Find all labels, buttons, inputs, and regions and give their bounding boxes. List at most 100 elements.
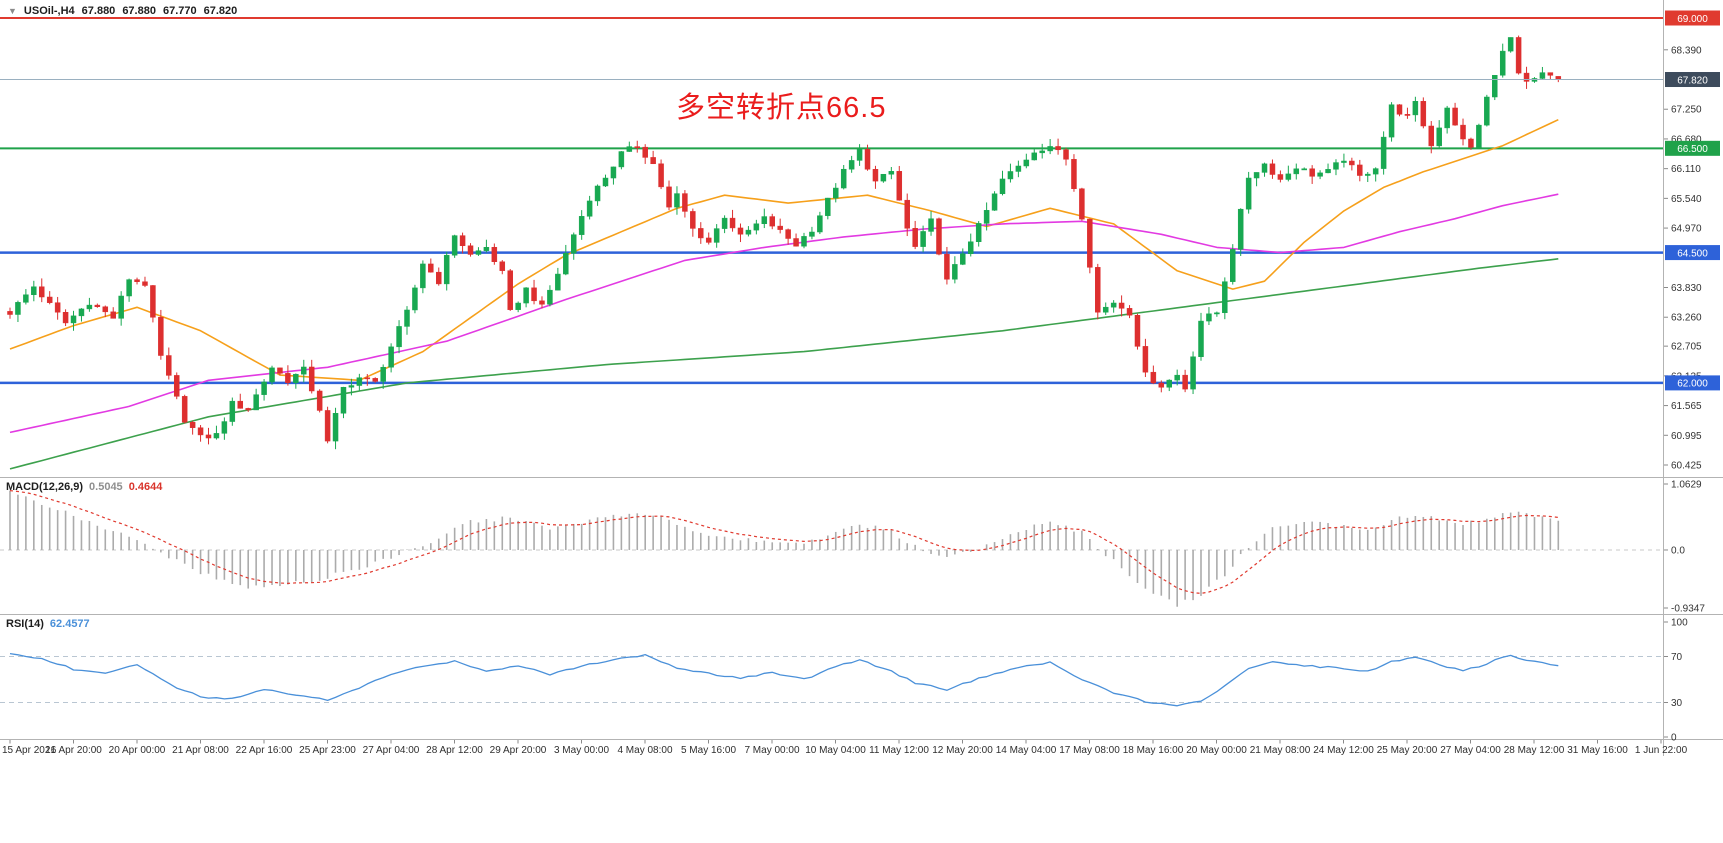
candle-body — [1079, 188, 1085, 220]
time-axis-label: 28 May 12:00 — [1504, 745, 1565, 756]
candle-body — [825, 197, 831, 216]
candle-body — [253, 394, 259, 411]
candle-body — [721, 217, 728, 229]
candle-body — [404, 309, 410, 327]
candle-body — [134, 279, 140, 282]
candle-body — [523, 287, 529, 304]
time-axis-label: 24 May 12:00 — [1313, 745, 1374, 756]
symbol-name: USOil-,H4 — [23, 5, 75, 17]
candle-body — [1420, 101, 1427, 127]
candle-body — [578, 216, 585, 235]
candle-body — [594, 185, 601, 202]
candle-body — [205, 434, 212, 439]
price-badge-bg — [1665, 10, 1720, 26]
candle-body — [769, 216, 775, 227]
candle-body — [1015, 165, 1022, 172]
candle-body — [1134, 314, 1141, 347]
candle-body — [674, 193, 680, 208]
candle-body — [396, 326, 402, 348]
candle-body — [801, 236, 807, 247]
rsi-line — [9, 652, 1559, 707]
rsi-name: RSI(14) — [6, 618, 44, 630]
time-axis-label: 12 May 20:00 — [932, 745, 993, 756]
candle-body — [1031, 152, 1038, 161]
candle-body — [1237, 208, 1244, 250]
candle-body — [499, 261, 506, 271]
candle-body — [1484, 96, 1490, 126]
candle-body — [515, 302, 521, 310]
time-axis-label: 27 May 04:00 — [1440, 745, 1501, 756]
price-axis-label: 1.0629 — [1671, 480, 1702, 491]
candle-body — [1460, 124, 1466, 140]
ohlc-close: 67.820 — [203, 5, 238, 17]
candle-body — [1404, 114, 1411, 116]
time-axis-label: 21 Apr 08:00 — [172, 745, 229, 756]
candle-body — [745, 229, 752, 235]
candle-body — [864, 149, 871, 170]
candle-body — [817, 215, 823, 233]
candle-body — [39, 286, 45, 298]
chart-header: ▼ USOil-,H4 67.880 67.880 67.770 67.820 — [8, 5, 237, 17]
candle-body — [459, 235, 466, 247]
candle-body — [1428, 125, 1435, 147]
candle-body — [729, 217, 736, 229]
price-axis-label: 0 — [1671, 733, 1677, 744]
candle-body — [1380, 136, 1387, 169]
candle-body — [1190, 356, 1196, 390]
candle-body — [1372, 168, 1379, 175]
candle-body — [15, 302, 21, 315]
time-axis-label: 18 May 16:00 — [1123, 745, 1184, 756]
candle-body — [436, 271, 442, 285]
candle-body — [1007, 171, 1014, 180]
candle-body — [189, 421, 196, 428]
candle-body — [181, 396, 188, 423]
symbol-dropdown-icon[interactable]: ▼ — [8, 6, 17, 16]
candle-body — [475, 250, 482, 255]
candle-body — [94, 304, 101, 307]
candle-body — [86, 304, 93, 310]
candle-body — [983, 210, 990, 224]
candle-body — [809, 231, 815, 237]
candle-body — [777, 225, 783, 230]
candle-body — [547, 289, 553, 305]
time-axis-label: 28 Apr 12:00 — [426, 745, 483, 756]
candle-body — [888, 171, 895, 175]
candle-body — [1523, 72, 1530, 82]
candle-body — [372, 378, 378, 382]
candle-body — [1492, 75, 1498, 98]
candle-body — [570, 234, 577, 254]
candle-body — [1515, 37, 1522, 74]
candle-body — [340, 386, 347, 414]
price-axis-label: 66.110 — [1671, 164, 1701, 175]
candle-body — [658, 163, 664, 188]
time-axis-label: 31 May 16:00 — [1567, 745, 1628, 756]
candle-body — [420, 263, 426, 289]
time-axis-label: 27 Apr 04:00 — [363, 745, 420, 756]
candle-body — [1444, 107, 1450, 129]
price-line-badge: 69.000 — [1665, 10, 1720, 26]
candle-body — [388, 346, 394, 368]
time-axis-label: 20 May 00:00 — [1186, 745, 1247, 756]
time-axis-label: 20 Apr 00:00 — [109, 745, 166, 756]
candle-body — [173, 375, 180, 397]
candle-body — [166, 355, 172, 376]
candle-body — [118, 295, 124, 319]
price-axis-label: 100 — [1671, 618, 1688, 629]
candle-body — [46, 296, 53, 303]
candle-body — [1071, 159, 1077, 190]
time-axis-label: 25 Apr 23:00 — [299, 745, 356, 756]
candle-body — [1023, 159, 1030, 167]
price-badge-bg — [1665, 375, 1720, 391]
price-badge-text: 69.000 — [1677, 14, 1708, 25]
candle-body — [1436, 127, 1442, 147]
candle-body — [904, 199, 910, 229]
candle-body — [483, 247, 490, 251]
price-axis-label: 66.680 — [1671, 134, 1702, 145]
candle-body — [793, 238, 799, 247]
candle-body — [507, 270, 513, 310]
candle-body — [78, 308, 85, 317]
price-badge-text: 64.500 — [1677, 248, 1708, 259]
price-axis-label: 65.540 — [1671, 194, 1702, 205]
time-axis-label: 1 Jun 22:00 — [1635, 745, 1688, 756]
